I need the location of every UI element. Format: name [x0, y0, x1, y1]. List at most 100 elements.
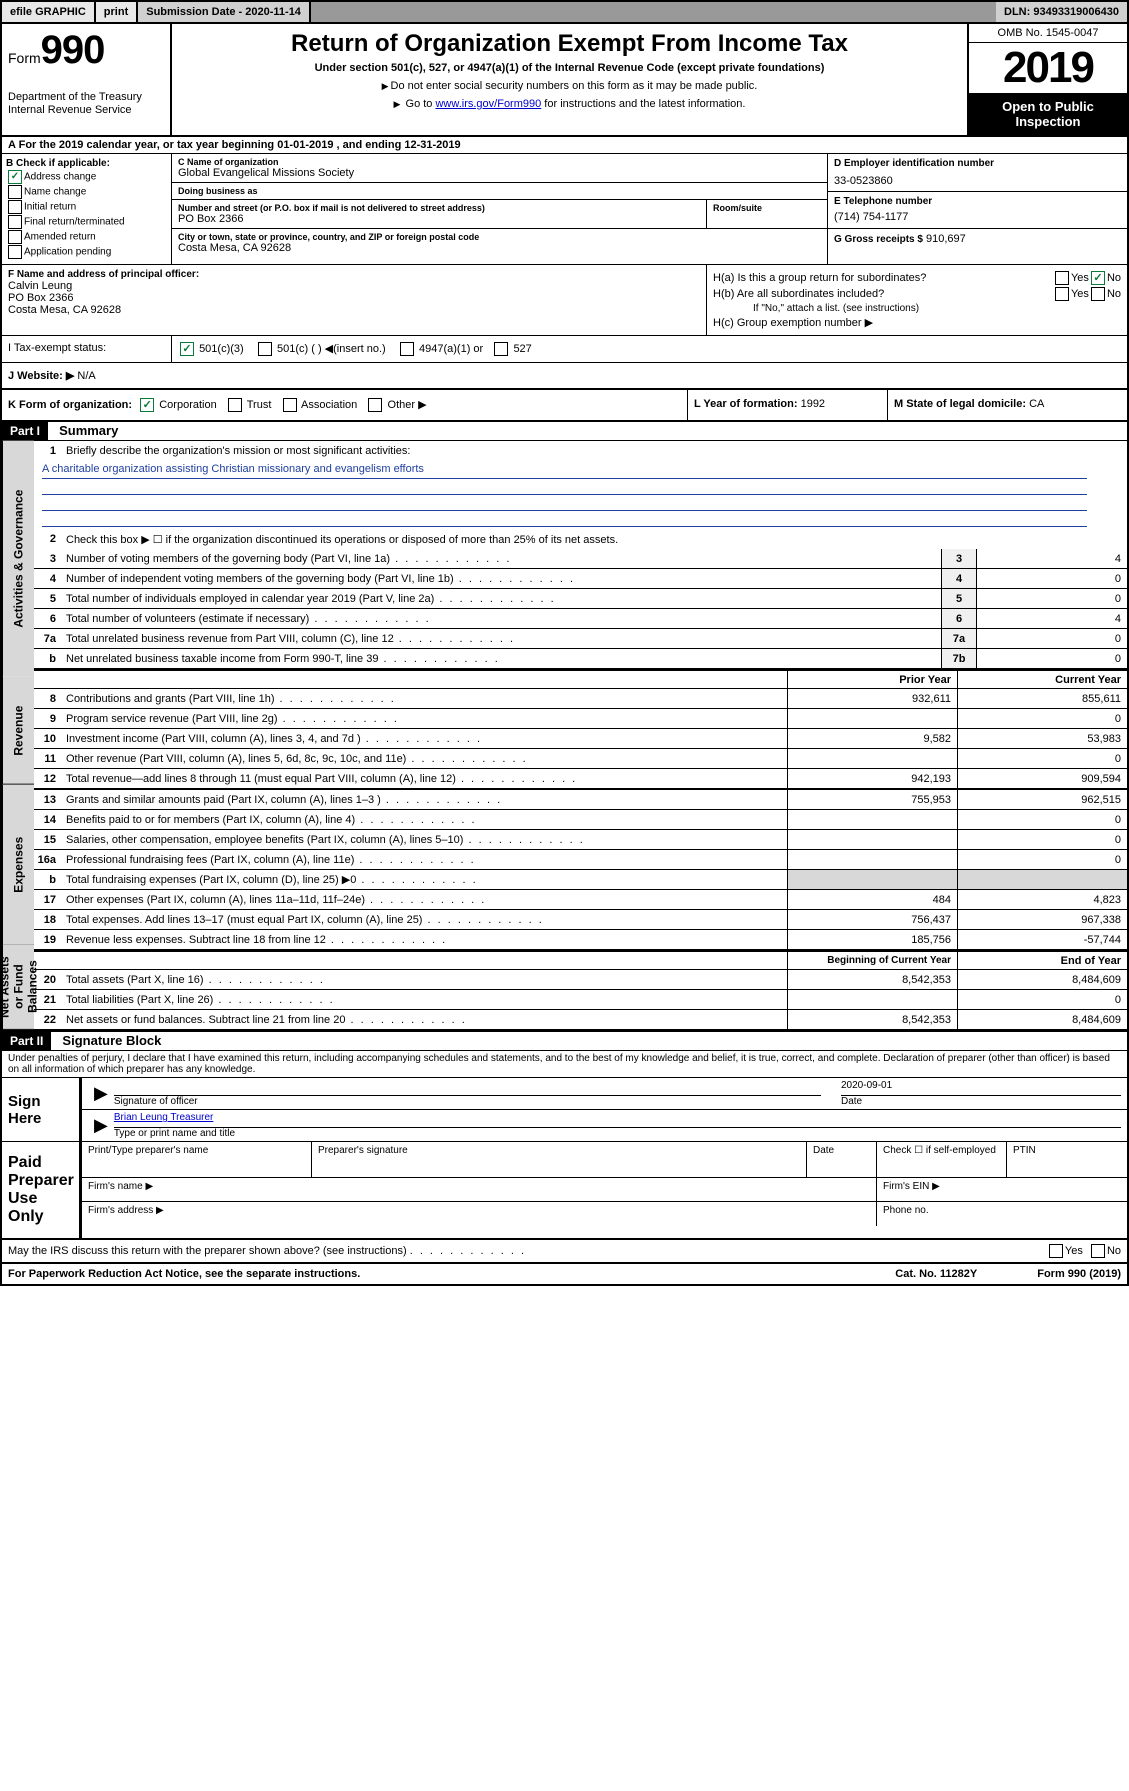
firm-ein-label: Firm's EIN ▶: [877, 1178, 1127, 1201]
opt-trust: Trust: [247, 399, 272, 411]
hb-no[interactable]: [1091, 287, 1105, 301]
summary-line: 14Benefits paid to or for members (Part …: [34, 810, 1127, 830]
chk-501c[interactable]: [258, 342, 272, 356]
summary-line: 20Total assets (Part X, line 16)8,542,35…: [34, 970, 1127, 990]
part2-header-row: Part II Signature Block: [2, 1032, 1127, 1051]
mission-line-1: A charitable organization assisting Chri…: [42, 463, 1087, 479]
form-no-footer: Form 990 (2019): [1037, 1268, 1121, 1280]
chk-app-pending[interactable]: Application pending: [6, 245, 167, 259]
arrow-icon-2: ▶: [88, 1115, 114, 1136]
org-name: Global Evangelical Missions Society: [178, 167, 821, 179]
box-c: C Name of organization Global Evangelica…: [172, 154, 827, 264]
ein-value: 33-0523860: [834, 175, 1121, 187]
chk-trust[interactable]: [228, 398, 242, 412]
summary-line: 16aProfessional fundraising fees (Part I…: [34, 850, 1127, 870]
summary-line: 3Number of voting members of the governi…: [34, 549, 1127, 569]
opt-4947: 4947(a)(1) or: [419, 343, 483, 355]
box-b-title: B Check if applicable:: [6, 158, 167, 169]
chk-527[interactable]: [494, 342, 508, 356]
summary-line: 5Total number of individuals employed in…: [34, 589, 1127, 609]
col-beginning: Beginning of Current Year: [787, 952, 957, 969]
chk-name-change[interactable]: Name change: [6, 185, 167, 199]
vtab-netassets: Net Assets or Fund Balances: [2, 945, 34, 1030]
hb-note: If "No," attach a list. (see instruction…: [713, 303, 1121, 314]
part1-header-row: Part I Summary: [2, 422, 1127, 441]
chk-501c3[interactable]: [180, 342, 194, 356]
goto-note: Go to www.irs.gov/Form990 for instructio…: [180, 98, 959, 110]
ptin-label: PTIN: [1007, 1142, 1127, 1177]
ha-yes[interactable]: [1055, 271, 1069, 285]
section-bcd: B Check if applicable: Address change Na…: [2, 154, 1127, 265]
ein-label: D Employer identification number: [834, 158, 1121, 169]
gross-value: 910,697: [926, 233, 966, 245]
state-domicile-label: M State of legal domicile:: [894, 398, 1026, 410]
omb-number: OMB No. 1545-0047: [969, 24, 1127, 43]
phone-value: (714) 754-1177: [834, 211, 1121, 223]
col-end: End of Year: [957, 952, 1127, 969]
opt-other: Other ▶: [388, 399, 427, 411]
arrow-icon: ▶: [88, 1083, 114, 1104]
chk-assoc[interactable]: [283, 398, 297, 412]
summary-line: 22Net assets or fund balances. Subtract …: [34, 1010, 1127, 1030]
ssn-warning: Do not enter social security numbers on …: [180, 80, 959, 92]
chk-initial-return[interactable]: Initial return: [6, 200, 167, 214]
website-value: N/A: [77, 370, 95, 382]
firm-phone-label: Phone no.: [877, 1202, 1127, 1226]
officer-addr2: Costa Mesa, CA 92628: [8, 304, 700, 316]
summary-line: 6Total number of volunteers (estimate if…: [34, 609, 1127, 629]
mission-text: A charitable organization assisting Chri…: [34, 461, 1127, 529]
part1-body: Activities & Governance Revenue Expenses…: [2, 441, 1127, 1032]
box-h: H(a) Is this a group return for subordin…: [707, 265, 1127, 335]
print-button[interactable]: print: [96, 2, 138, 22]
chk-corp[interactable]: [140, 398, 154, 412]
sig-name-label: Type or print name and title: [114, 1128, 1121, 1139]
paid-preparer-row: Paid Preparer Use Only Print/Type prepar…: [2, 1142, 1127, 1239]
state-domicile: CA: [1029, 398, 1044, 410]
street-label: Number and street (or P.O. box if mail i…: [178, 203, 700, 213]
discuss-no[interactable]: [1091, 1244, 1105, 1258]
chk-4947[interactable]: [400, 342, 414, 356]
treasury-dept: Department of the Treasury Internal Reve…: [8, 91, 164, 117]
efile-graphic-label[interactable]: efile GRAPHIC: [2, 2, 96, 22]
discuss-text: May the IRS discuss this return with the…: [8, 1245, 1047, 1257]
cat-no: Cat. No. 11282Y: [895, 1268, 977, 1280]
summary-line: 7aTotal unrelated business revenue from …: [34, 629, 1127, 649]
city-label: City or town, state or province, country…: [178, 232, 821, 242]
chk-final-return[interactable]: Final return/terminated: [6, 215, 167, 229]
paperwork-notice: For Paperwork Reduction Act Notice, see …: [8, 1268, 895, 1280]
chk-other[interactable]: [368, 398, 382, 412]
header-right: OMB No. 1545-0047 2019 Open to Public In…: [967, 24, 1127, 135]
irs-link[interactable]: www.irs.gov/Form990: [435, 98, 541, 110]
summary-line: 12Total revenue—add lines 8 through 11 (…: [34, 769, 1127, 789]
row-j-website: J Website: ▶ N/A: [2, 363, 1127, 390]
chk-address-change[interactable]: Address change: [6, 170, 167, 184]
part2-title: Signature Block: [54, 1031, 169, 1050]
row-i-taxstatus: I Tax-exempt status: 501(c)(3) 501(c) ( …: [2, 336, 1127, 363]
goto-post: for instructions and the latest informat…: [541, 98, 745, 110]
officer-name-link[interactable]: Brian Leung Treasurer: [114, 1112, 214, 1123]
summary-line: 15Salaries, other compensation, employee…: [34, 830, 1127, 850]
discuss-yes[interactable]: [1049, 1244, 1063, 1258]
ha-label: H(a) Is this a group return for subordin…: [713, 272, 1053, 284]
self-employed-label: Check ☐ if self-employed: [877, 1142, 1007, 1177]
hb-yes[interactable]: [1055, 287, 1069, 301]
phone-label: E Telephone number: [834, 196, 1121, 207]
mission-line-4: [42, 511, 1087, 527]
goto-pre: Go to: [406, 98, 436, 110]
chk-amended[interactable]: Amended return: [6, 230, 167, 244]
prep-date-label: Date: [807, 1142, 877, 1177]
vtab-expenses: Expenses: [2, 785, 34, 946]
col-prior: Prior Year: [787, 671, 957, 688]
website-label: J Website: ▶: [8, 370, 74, 382]
vtab-revenue: Revenue: [2, 677, 34, 785]
open-to-public: Open to Public Inspection: [969, 93, 1127, 135]
form-org-label: K Form of organization:: [8, 399, 132, 411]
opt-527: 527: [513, 343, 531, 355]
opt-assoc: Association: [301, 399, 357, 411]
summary-line: 9Program service revenue (Part VIII, lin…: [34, 709, 1127, 729]
part2-badge: Part II: [2, 1032, 51, 1050]
ha-no[interactable]: [1091, 271, 1105, 285]
mission-line-3: [42, 495, 1087, 511]
org-name-label: C Name of organization: [178, 157, 821, 167]
officer-label: F Name and address of principal officer:: [8, 269, 700, 280]
